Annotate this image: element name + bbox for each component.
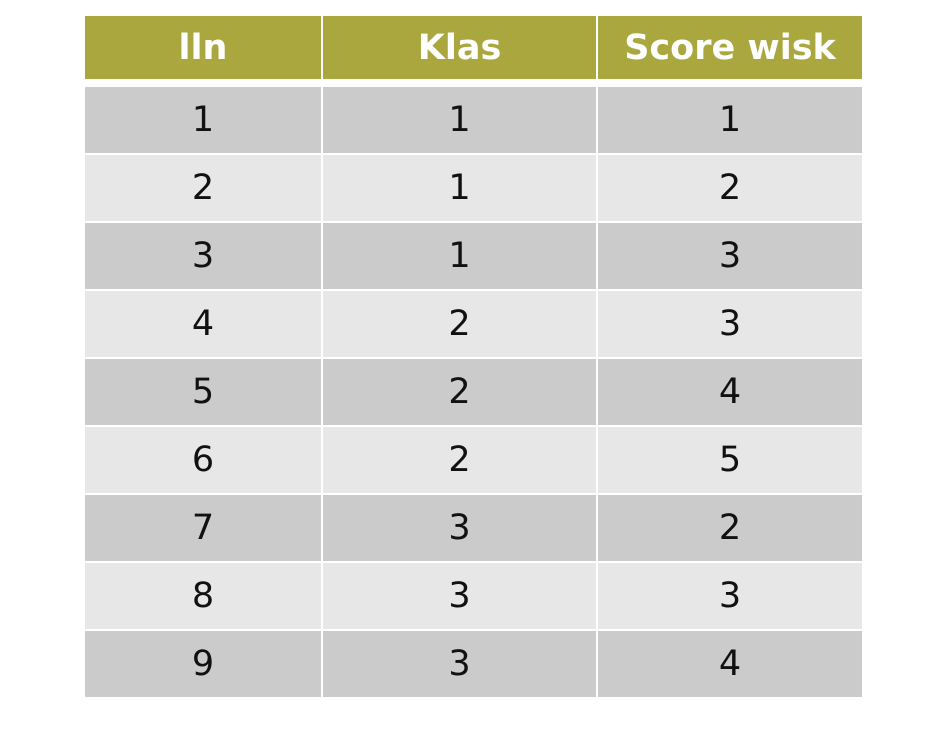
data-table: lln Klas Score wisk 1 1 1 2 1 2 3 1 3 4 … [85,16,862,697]
table-row: 4 2 3 [85,289,862,359]
cell-score-wisk: 1 [596,82,862,155]
cell-klas: 1 [321,153,598,223]
cell-score-wisk: 5 [596,425,862,495]
table-row: 1 1 1 [85,82,862,155]
cell-lln: 3 [85,221,323,291]
cell-lln: 7 [85,493,323,563]
column-header-score-wisk: Score wisk [596,16,862,87]
cell-klas: 1 [321,221,598,291]
cell-klas: 2 [321,357,598,427]
cell-klas: 3 [321,493,598,563]
column-header-lln: lln [85,16,323,87]
cell-klas: 2 [321,425,598,495]
table-row: 2 1 2 [85,153,862,223]
cell-lln: 9 [85,629,323,697]
cell-klas: 3 [321,561,598,631]
table-row: 6 2 5 [85,425,862,495]
table-row: 5 2 4 [85,357,862,427]
cell-score-wisk: 2 [596,153,862,223]
cell-klas: 3 [321,629,598,697]
cell-klas: 1 [321,82,598,155]
cell-lln: 2 [85,153,323,223]
cell-score-wisk: 4 [596,629,862,697]
cell-klas: 2 [321,289,598,359]
cell-score-wisk: 3 [596,289,862,359]
column-header-klas: Klas [321,16,598,87]
cell-score-wisk: 3 [596,221,862,291]
table-row: 8 3 3 [85,561,862,631]
cell-lln: 1 [85,82,323,155]
cell-lln: 8 [85,561,323,631]
table-row: 3 1 3 [85,221,862,291]
cell-lln: 6 [85,425,323,495]
header-row: lln Klas Score wisk [85,16,862,87]
cell-lln: 4 [85,289,323,359]
cell-score-wisk: 3 [596,561,862,631]
table-row: 9 3 4 [85,629,862,697]
table-row: 7 3 2 [85,493,862,563]
cell-score-wisk: 4 [596,357,862,427]
cell-score-wisk: 2 [596,493,862,563]
cell-lln: 5 [85,357,323,427]
